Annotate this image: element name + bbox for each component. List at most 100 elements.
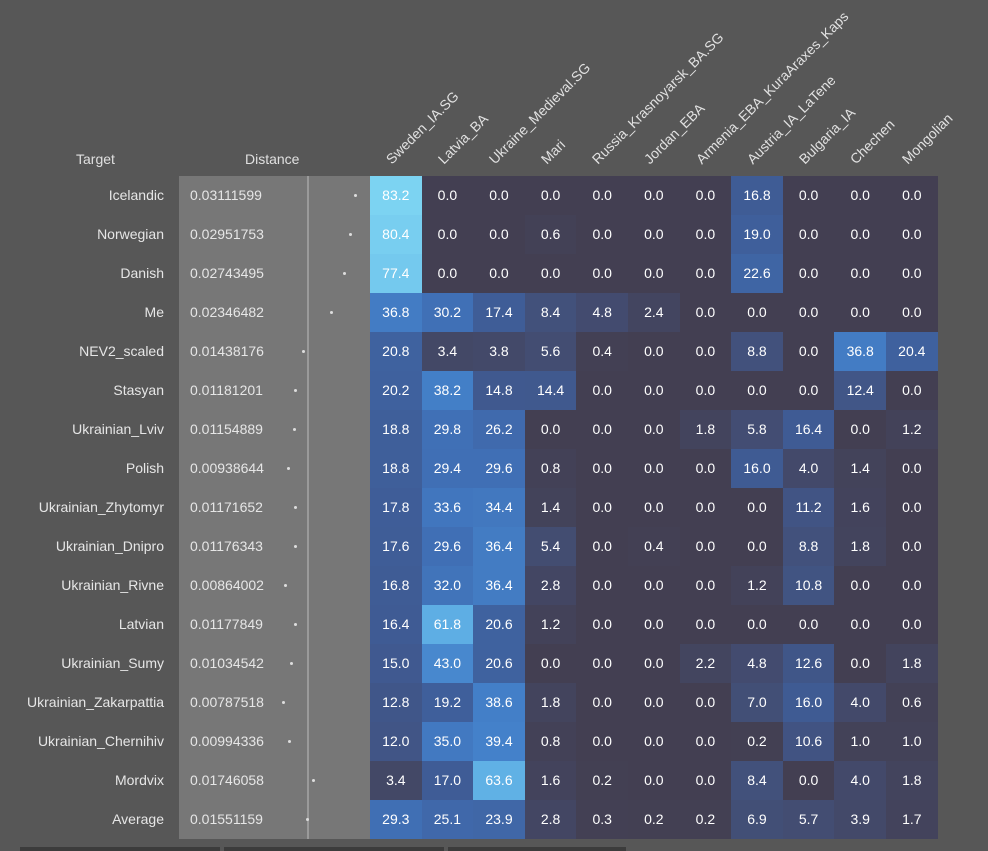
- heatmap-cell: 0.0: [576, 449, 628, 488]
- distance-value: 0.00864002: [179, 566, 307, 605]
- heatmap-cell: 0.0: [628, 371, 680, 410]
- heatmap-cell: 0.0: [834, 293, 886, 332]
- heatmap-cell: 12.0: [370, 722, 422, 761]
- heatmap-cell: 0.0: [576, 566, 628, 605]
- heatmap-cell: 0.0: [886, 566, 938, 605]
- distance-dot: [288, 740, 292, 743]
- distance-dot: [293, 428, 297, 431]
- heatmap-cell: 32.0: [421, 566, 474, 605]
- heatmap-cell: 38.2: [421, 371, 474, 410]
- heatmap-cell: 17.4: [473, 293, 525, 332]
- heatmap-cell: 25.1: [421, 800, 474, 839]
- distance-dot: [289, 662, 293, 665]
- heatmap-cell: 0.0: [834, 566, 886, 605]
- heatmap-cell: 19.2: [421, 683, 474, 722]
- heatmap-cell: 17.6: [370, 527, 422, 566]
- heatmap-cell: 0.0: [731, 371, 783, 410]
- heatmap-cell: 20.6: [473, 605, 525, 644]
- distance-value: 0.02743495: [179, 254, 307, 293]
- heatmap-cell: 4.8: [731, 644, 783, 683]
- scrollbar-segment[interactable]: [20, 847, 220, 851]
- scrollbar-segment[interactable]: [224, 847, 444, 851]
- heatmap-cell: 83.2: [370, 176, 422, 215]
- table-row: Norwegian 0.02951753 80.4 0.0 0.0 0.6 0.0 0.0 0.…: [0, 215, 988, 254]
- column-header: Austria_IA_LaTene: [743, 72, 839, 167]
- heatmap-cell: 0.0: [576, 644, 628, 683]
- heatmap-cell: 4.8: [576, 293, 628, 332]
- heatmap-cell: 29.3: [370, 800, 422, 839]
- heatmap-cell: 0.0: [886, 215, 938, 254]
- distance-dot: [294, 389, 298, 392]
- heatmap-cell: 1.8: [679, 410, 732, 449]
- distance-dot: [305, 818, 309, 821]
- heatmap-cell: 0.0: [731, 527, 783, 566]
- distance-dot: [342, 272, 346, 275]
- heatmap-cell: 39.4: [473, 722, 525, 761]
- heatmap-cell: 0.0: [886, 527, 938, 566]
- heatmap-cell: 23.9: [473, 800, 525, 839]
- heatmap-cell: 0.0: [628, 176, 680, 215]
- heatmap-cell: 0.0: [679, 215, 732, 254]
- distance-value: 0.02346482: [179, 293, 307, 332]
- heatmap-cell: 0.0: [886, 293, 938, 332]
- heatmap-cell: 2.2: [679, 644, 732, 683]
- heatmap-cell: 10.6: [782, 722, 835, 761]
- heatmap-cell: 0.0: [886, 605, 938, 644]
- distance-bar-area: [309, 449, 370, 488]
- distance-value: 0.01034542: [179, 644, 307, 683]
- target-name: Me: [144, 304, 164, 320]
- distance-value: 0.00938644: [179, 449, 307, 488]
- table-row: Latvian 0.01177849 16.4 61.8 20.6 1.2 0.0 0.0 0.…: [0, 605, 988, 644]
- distance-bar-area: [309, 761, 370, 800]
- distance-value: 0.03111599: [179, 176, 307, 215]
- heatmap-cell: 0.0: [679, 254, 732, 293]
- heatmap-cell: 0.4: [628, 527, 680, 566]
- table-row: Mordvix 0.01746058 3.4 17.0 63.6 1.6 0.2 0.0 0.0…: [0, 761, 988, 800]
- table-row: Polish 0.00938644 18.8 29.4 29.6 0.8 0.0 0.0 0.0…: [0, 449, 988, 488]
- target-name: Ukrainian_Rivne: [61, 577, 164, 593]
- heatmap-cell: 22.6: [731, 254, 783, 293]
- distance-separator: [307, 683, 309, 722]
- column-header: Latvia_BA: [434, 110, 491, 167]
- heatmap-cell: 63.6: [473, 761, 525, 800]
- heatmap-cell: 0.0: [628, 566, 680, 605]
- heatmap-cell: 0.4: [576, 332, 628, 371]
- heatmap-cell: 0.0: [524, 176, 577, 215]
- target-name: Danish: [120, 265, 164, 281]
- heatmap-cell: 0.0: [576, 683, 628, 722]
- distance-separator: [307, 371, 309, 410]
- heatmap-cell: 1.6: [524, 761, 577, 800]
- distance-dot: [294, 623, 297, 626]
- distance-dot: [284, 584, 288, 587]
- heatmap-cell: 0.0: [576, 215, 628, 254]
- heatmap-cell: 0.0: [679, 761, 732, 800]
- heatmap-cell: 16.4: [782, 410, 835, 449]
- heatmap-cell: 0.0: [524, 410, 577, 449]
- heatmap-cell: 36.8: [834, 332, 886, 371]
- scrollbar-segment[interactable]: [448, 847, 626, 851]
- heatmap-cell: 26.2: [473, 410, 525, 449]
- distance-dot: [349, 233, 352, 236]
- heatmap-cell: 29.6: [473, 449, 525, 488]
- heatmap-cell: 0.8: [524, 722, 577, 761]
- column-header: Mongolian: [898, 110, 956, 167]
- heatmap-cell: 0.0: [886, 449, 938, 488]
- heatmap-cell: 0.0: [679, 488, 732, 527]
- heatmap-cell: 0.0: [886, 176, 938, 215]
- heatmap-cell: 16.8: [731, 176, 783, 215]
- heatmap-cell: 0.0: [421, 254, 474, 293]
- distance-value: 0.01438176: [179, 332, 307, 371]
- distance-value: 0.01171652: [179, 488, 307, 527]
- heatmap-cell: 0.0: [834, 176, 886, 215]
- column-header: Ukraine_Medieval.SG: [485, 59, 594, 167]
- table-row: Stasyan 0.01181201 20.2 38.2 14.8 14.4 0.0 0.0 0…: [0, 371, 988, 410]
- table-row: Ukrainian_Sumy 0.01034542 15.0 43.0 20.6 0.0 0…: [0, 644, 988, 683]
- heatmap-cell: 15.0: [370, 644, 422, 683]
- heatmap-cell: 6.9: [731, 800, 783, 839]
- heatmap-cell: 12.4: [834, 371, 886, 410]
- heatmap-cell: 0.6: [524, 215, 577, 254]
- heatmap-cell: 0.2: [576, 761, 628, 800]
- heatmap-cell: 12.8: [370, 683, 422, 722]
- distance-value: 0.01181201: [179, 371, 307, 410]
- heatmap-cell: 0.0: [782, 371, 835, 410]
